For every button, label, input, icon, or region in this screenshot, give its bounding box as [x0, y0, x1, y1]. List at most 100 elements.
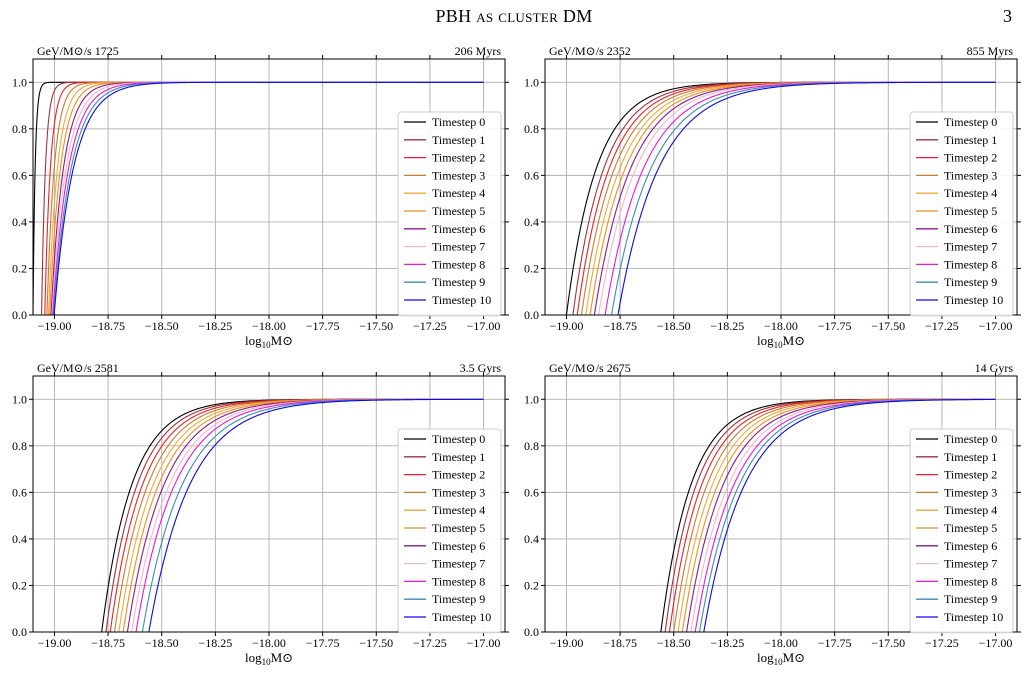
- y-tick-label: 0.4: [524, 215, 539, 229]
- x-axis-label: log10M⊙: [757, 333, 805, 350]
- legend-label: Timestep 5: [944, 521, 997, 535]
- x-axis-label: log10M⊙: [245, 650, 293, 667]
- x-tick-label: −17.50: [871, 636, 905, 650]
- x-tick-label: −18.50: [145, 319, 179, 333]
- x-tick-label: −17.75: [306, 319, 340, 333]
- y-tick-label: 1.0: [524, 75, 539, 89]
- x-tick-label: −17.50: [359, 319, 393, 333]
- legend-label: Timestep 7: [432, 240, 485, 254]
- y-tick-label: 0.2: [524, 261, 539, 275]
- legend-label: Timestep 8: [432, 574, 485, 588]
- legend-label: Timestep 8: [944, 574, 997, 588]
- y-tick-label: 0.0: [12, 625, 27, 639]
- y-tick-label: 0.6: [12, 485, 27, 499]
- x-tick-label: −17.00: [979, 319, 1013, 333]
- x-ticks: −19.00 −18.75 −18.50 −18.25 −18.00 −17.75 −17.…: [550, 372, 1013, 650]
- x-ticks: −19.00 −18.75 −18.50 −18.25 −18.00 −17.75 −17.…: [38, 55, 501, 333]
- x-tick-label: −18.00: [252, 636, 286, 650]
- y-tick-label: 0.8: [12, 122, 27, 136]
- legend-label: Timestep 10: [944, 293, 1003, 307]
- legend-label: Timestep 4: [944, 503, 997, 517]
- series-group: [33, 81, 484, 315]
- page-header: PBH as cluster DM 3: [0, 4, 1028, 30]
- line-chart: −19.00 −18.75 −18.50 −18.25 −18.00 −17.75 −17.…: [12, 44, 509, 350]
- legend-label: Timestep 6: [944, 539, 997, 553]
- x-tick-label: −19.00: [38, 636, 72, 650]
- legend-label: Timestep 0: [944, 115, 997, 129]
- series-group: [101, 398, 484, 632]
- legend-label: Timestep 9: [944, 592, 997, 606]
- legend-label: Timestep 5: [432, 521, 485, 535]
- x-tick-label: −18.75: [603, 319, 637, 333]
- y-tick-label: 0.0: [524, 625, 539, 639]
- x-tick-label: −18.25: [198, 636, 232, 650]
- y-tick-label: 1.0: [12, 75, 27, 89]
- y-tick-label: 0.8: [12, 439, 27, 453]
- x-tick-label: −17.50: [359, 636, 393, 650]
- legend-label: Timestep 4: [432, 186, 485, 200]
- line-chart: −19.00 −18.75 −18.50 −18.25 −18.00 −17.75 −17.…: [524, 361, 1021, 667]
- legend-label: Timestep 6: [432, 539, 485, 553]
- x-ticks: −19.00 −18.75 −18.50 −18.25 −18.00 −17.75 −17.…: [38, 372, 501, 650]
- y-tick-label: 0.6: [524, 485, 539, 499]
- x-tick-label: −17.25: [413, 636, 447, 650]
- line-chart: −19.00 −18.75 −18.50 −18.25 −18.00 −17.75 −17.…: [524, 44, 1021, 350]
- chart-panel: −19.00 −18.75 −18.50 −18.25 −18.00 −17.75 −17.…: [0, 40, 516, 355]
- legend-label: Timestep 2: [944, 468, 997, 482]
- panel-title-right: 14 Gyrs: [975, 361, 1014, 375]
- legend: Timestep 0 Timestep 1 Timestep 2 Timestep 3…: [909, 111, 1014, 317]
- x-tick-label: −17.25: [413, 319, 447, 333]
- y-tick-label: 1.0: [12, 392, 27, 406]
- y-ticks: 0.0 0.2 0.4 0.6 0.8 1.0: [524, 392, 1021, 639]
- x-tick-label: −17.75: [306, 636, 340, 650]
- legend-label: Timestep 8: [432, 257, 485, 271]
- x-axis-label: log10M⊙: [757, 650, 805, 667]
- panel-title-left: GeV/M⊙/s 1725: [37, 44, 119, 58]
- legend-label: Timestep 1: [432, 450, 485, 464]
- x-tick-label: −18.75: [91, 319, 125, 333]
- x-tick-label: −17.25: [925, 636, 959, 650]
- x-tick-label: −18.75: [603, 636, 637, 650]
- panel-title-left: GeV/M⊙/s 2581: [37, 361, 119, 375]
- x-tick-label: −18.00: [252, 319, 286, 333]
- legend-label: Timestep 2: [432, 468, 485, 482]
- x-tick-label: −17.00: [467, 319, 501, 333]
- y-tick-label: 0.2: [12, 578, 27, 592]
- y-ticks: 0.0 0.2 0.4 0.6 0.8 1.0: [12, 392, 509, 639]
- legend-label: Timestep 8: [944, 257, 997, 271]
- x-tick-label: −17.00: [467, 636, 501, 650]
- y-ticks: 0.0 0.2 0.4 0.6 0.8 1.0: [12, 75, 509, 322]
- line-chart: −19.00 −18.75 −18.50 −18.25 −18.00 −17.75 −17.…: [12, 361, 509, 667]
- legend-label: Timestep 2: [944, 151, 997, 165]
- x-tick-label: −18.50: [657, 636, 691, 650]
- y-tick-label: 0.0: [524, 308, 539, 322]
- page-title: PBH as cluster DM: [435, 6, 593, 26]
- chart-panel: −19.00 −18.75 −18.50 −18.25 −18.00 −17.75 −17.…: [512, 357, 1028, 672]
- legend-label: Timestep 1: [944, 450, 997, 464]
- x-tick-label: −18.25: [710, 319, 744, 333]
- x-tick-label: −18.25: [198, 319, 232, 333]
- x-axis-label: log10M⊙: [245, 333, 293, 350]
- x-tick-label: −18.50: [657, 319, 691, 333]
- y-tick-label: 0.2: [12, 261, 27, 275]
- x-tick-label: −18.25: [710, 636, 744, 650]
- x-tick-label: −19.00: [550, 636, 584, 650]
- y-tick-label: 0.6: [12, 168, 27, 182]
- legend-label: Timestep 5: [432, 204, 485, 218]
- legend-label: Timestep 0: [432, 115, 485, 129]
- series-line: [617, 81, 996, 315]
- y-tick-label: 0.8: [524, 122, 539, 136]
- x-tick-label: −18.00: [764, 636, 798, 650]
- legend-label: Timestep 3: [432, 485, 485, 499]
- legend-label: Timestep 1: [432, 133, 485, 147]
- panel-title-right: 855 Myrs: [967, 44, 1014, 58]
- y-tick-label: 1.0: [524, 392, 539, 406]
- x-tick-label: −19.00: [550, 319, 584, 333]
- legend-label: Timestep 9: [432, 275, 485, 289]
- chart-panel: −19.00 −18.75 −18.50 −18.25 −18.00 −17.75 −17.…: [0, 357, 516, 672]
- legend-label: Timestep 7: [944, 557, 997, 571]
- x-tick-label: −17.00: [979, 636, 1013, 650]
- series-line: [148, 398, 484, 632]
- legend-label: Timestep 4: [944, 186, 997, 200]
- x-tick-label: −19.00: [38, 319, 72, 333]
